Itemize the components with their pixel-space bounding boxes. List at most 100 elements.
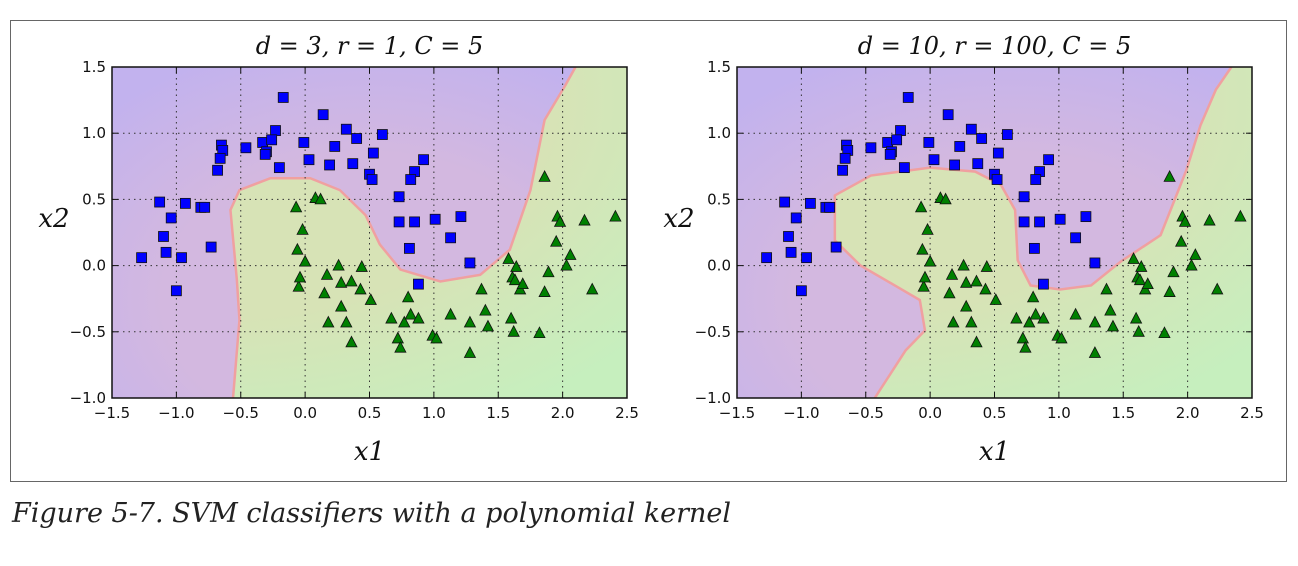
square-point: [329, 141, 341, 152]
square-point: [837, 164, 848, 176]
triangle-point: [943, 286, 956, 299]
triangle-point: [1163, 170, 1176, 182]
triangle-point: [335, 299, 348, 312]
square-point: [445, 232, 457, 244]
y-tick-label: 0.5: [707, 190, 731, 208]
x-tick-label: 2.5: [615, 404, 639, 422]
square-point: [429, 213, 441, 225]
triangle-point: [917, 279, 930, 292]
square-point: [176, 252, 187, 264]
square-point: [404, 242, 415, 254]
triangle-point: [345, 335, 358, 348]
triangle-point: [398, 315, 411, 328]
triangle-point: [504, 311, 518, 324]
square-point: [179, 197, 191, 209]
square-point: [340, 123, 352, 135]
x-tick-label: 1.5: [486, 404, 510, 422]
square-point: [1018, 216, 1030, 228]
square-point: [418, 154, 429, 166]
y-tick-label: 1.5: [82, 58, 106, 76]
triangle-point: [320, 268, 334, 280]
square-point: [205, 241, 217, 253]
y-tick-label: −0.5: [70, 323, 106, 341]
x-axis-label: x1: [354, 437, 385, 467]
x-tick-label: 0.0: [293, 404, 317, 422]
triangle-point: [296, 222, 309, 235]
square-point: [824, 201, 836, 213]
square-point: [212, 164, 223, 176]
square-point: [298, 137, 310, 148]
triangle-point: [508, 273, 522, 286]
square-point: [1001, 129, 1013, 140]
square-point: [1030, 174, 1042, 185]
plot-title: d = 10, r = 100, C = 5: [858, 32, 1131, 60]
square-point: [830, 241, 842, 253]
x-tick-label: 1.5: [1111, 404, 1135, 422]
triangle-point: [970, 335, 983, 348]
triangle-point: [960, 299, 973, 312]
y-axis-label: x2: [38, 204, 69, 234]
triangle-point: [1234, 209, 1247, 222]
plot-2: −1.5 −1.0 −0.5 0.0 0.5 1.0 1.5 2.0 2.5−1.0−0.50.…: [663, 32, 1264, 467]
triangle-point: [1100, 282, 1113, 295]
triangle-point: [1132, 324, 1145, 337]
triangle-point: [1163, 285, 1176, 297]
square-point: [303, 154, 315, 166]
triangle-point: [550, 234, 563, 247]
triangle-point: [980, 260, 993, 272]
triangle-point: [1158, 326, 1171, 339]
triangle-point: [444, 307, 457, 320]
plot-1: −1.5 −1.0 −0.5 0.0 0.5 1.0 1.5 2.0 2.5−1.0−0.50.…: [38, 32, 639, 467]
x-tick-label: 0.5: [983, 404, 1007, 422]
square-point: [351, 133, 363, 144]
square-point: [902, 92, 914, 103]
square-point: [804, 197, 816, 209]
triangle-point: [538, 170, 551, 182]
square-point: [277, 92, 289, 103]
triangle-point: [923, 254, 937, 267]
square-point: [891, 134, 903, 146]
square-point: [393, 191, 405, 203]
square-point: [1038, 278, 1049, 290]
x-tick-label: 1.0: [422, 404, 446, 422]
triangle-point: [463, 315, 477, 328]
square-point: [898, 162, 910, 174]
x-axis-label: x1: [979, 437, 1010, 467]
triangle-point: [1029, 307, 1042, 320]
triangle-point: [292, 279, 305, 292]
triangle-point: [502, 252, 515, 264]
square-point: [949, 159, 960, 171]
triangle-point: [1104, 303, 1117, 316]
triangle-point: [293, 270, 307, 283]
triangle-point: [332, 258, 345, 271]
triangle-point: [1185, 258, 1198, 271]
square-point: [801, 252, 812, 264]
square-point: [214, 152, 226, 164]
square-point: [455, 211, 467, 223]
x-tick-label: 0.5: [358, 404, 382, 422]
square-point: [376, 129, 388, 140]
square-point: [405, 174, 417, 185]
square-point: [240, 142, 252, 154]
triangle-point: [1037, 311, 1050, 324]
triangle-point: [916, 242, 929, 255]
x-tick-label: −1.5: [94, 404, 130, 422]
square-point: [199, 201, 211, 213]
y-axis-label: x2: [663, 204, 694, 234]
square-point: [160, 246, 172, 258]
triangle-point: [1019, 340, 1032, 353]
square-point: [1089, 257, 1101, 269]
square-point: [928, 154, 940, 166]
triangle-point: [516, 277, 529, 290]
triangle-point: [481, 319, 495, 332]
triangle-point: [921, 222, 934, 235]
triangle-point: [560, 258, 573, 271]
square-point: [839, 152, 851, 164]
triangle-point: [1069, 307, 1082, 320]
square-point: [1034, 216, 1045, 228]
x-tick-label: 2.0: [551, 404, 575, 422]
purple-region: [737, 67, 1232, 398]
x-tick-label: −1.0: [158, 404, 194, 422]
decision-boundary: [833, 67, 1233, 398]
